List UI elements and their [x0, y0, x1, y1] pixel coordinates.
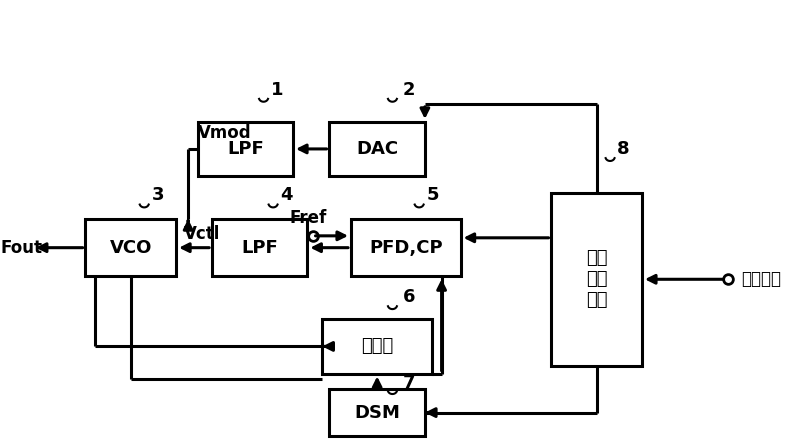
Text: 7: 7: [402, 374, 415, 392]
Text: 5: 5: [426, 186, 438, 204]
Text: Vctl: Vctl: [183, 225, 220, 243]
Text: Vmod: Vmod: [198, 124, 251, 142]
Text: 2: 2: [402, 81, 415, 99]
Bar: [198, 122, 293, 176]
Text: 4: 4: [280, 186, 293, 204]
Bar: [322, 319, 432, 374]
Bar: [212, 219, 307, 276]
Text: DSM: DSM: [354, 404, 400, 421]
Text: 3: 3: [151, 186, 164, 204]
Text: PFD,CP: PFD,CP: [369, 239, 442, 257]
Text: LPF: LPF: [227, 140, 264, 158]
Text: DAC: DAC: [356, 140, 398, 158]
Bar: [330, 389, 425, 436]
Text: 基带数据: 基带数据: [742, 270, 782, 288]
Text: 数字
控制
单元: 数字 控制 单元: [586, 250, 607, 309]
Text: Fout: Fout: [1, 239, 42, 257]
Bar: [551, 193, 642, 366]
Bar: [86, 219, 176, 276]
Text: 6: 6: [402, 288, 415, 306]
Text: Fref: Fref: [290, 209, 326, 227]
Text: 分频器: 分频器: [361, 337, 394, 356]
Bar: [330, 122, 425, 176]
Text: LPF: LPF: [242, 239, 278, 257]
Text: 8: 8: [617, 140, 630, 158]
Text: VCO: VCO: [110, 239, 152, 257]
Text: 1: 1: [270, 81, 283, 99]
Bar: [351, 219, 461, 276]
